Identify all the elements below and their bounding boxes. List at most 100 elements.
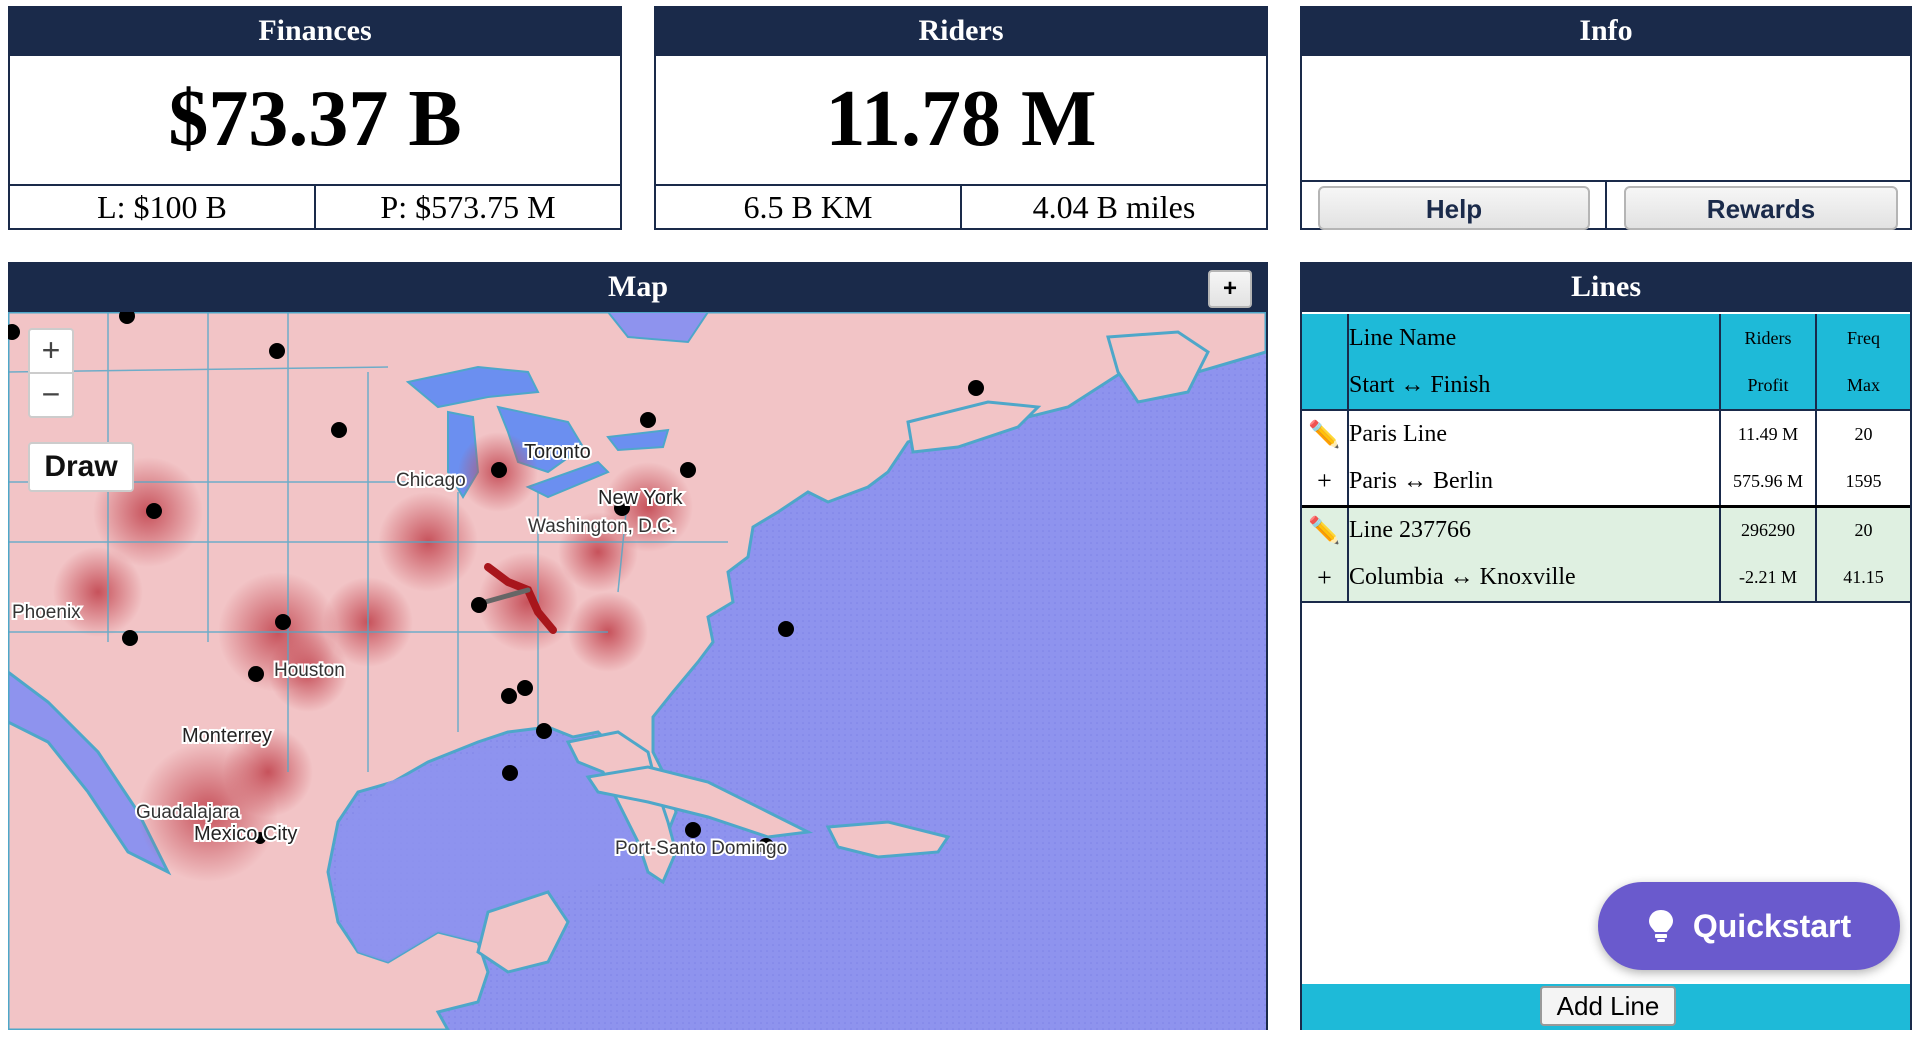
zoom-in-button[interactable]: + xyxy=(28,328,74,374)
land-newfoundland xyxy=(1106,330,1210,404)
gulf-of-california xyxy=(8,670,172,876)
riders-value: 11.78 M xyxy=(825,75,1097,163)
finances-panel: Finances $73.37 B L: $100 B P: $573.75 M xyxy=(8,6,622,230)
header-riders: Riders xyxy=(1719,314,1816,362)
lines-header-row: Line Name Riders Freq xyxy=(1302,314,1910,362)
gulf-fill xyxy=(338,742,648,962)
info-buttons-divider xyxy=(1605,180,1607,228)
label-houston: Houston xyxy=(274,660,345,681)
info-panel: Info Help Rewards xyxy=(1300,6,1912,230)
edit-line-icon[interactable]: ✏️ xyxy=(1302,410,1348,458)
draw-button[interactable]: Draw xyxy=(28,442,134,492)
riders-title: Riders xyxy=(656,8,1266,56)
distance-miles: 4.04 B miles xyxy=(960,186,1266,228)
label-mexico-city: Mexico City xyxy=(194,823,297,845)
lines-panel: Lines Line Name Riders Freq Start ↔ Fini… xyxy=(1300,262,1912,1030)
station-marker xyxy=(491,462,507,478)
table-row[interactable]: ✏️ Paris Line 11.49 M 20 xyxy=(1302,410,1910,458)
line-endpoints: Columbia ↔ Knoxville xyxy=(1347,554,1720,602)
header-start-finish: Start ↔ Finish xyxy=(1347,362,1720,410)
station-marker xyxy=(501,688,517,704)
info-title: Info xyxy=(1302,8,1910,56)
label-guadalajara: Guadalajara xyxy=(136,802,240,823)
line-freq: 20 xyxy=(1815,506,1910,554)
header-profit: Profit xyxy=(1719,362,1816,410)
lake-superior xyxy=(405,365,540,409)
station-marker xyxy=(517,680,533,696)
line-endpoints: Paris ↔ Berlin xyxy=(1347,458,1720,506)
map-title: Map xyxy=(10,264,1266,312)
station-marker xyxy=(471,597,487,613)
label-monterrey: Monterrey xyxy=(182,725,272,747)
station-marker xyxy=(685,822,701,838)
station-marker xyxy=(269,343,285,359)
land-nova-scotia xyxy=(906,400,1042,454)
expand-line-icon[interactable]: + xyxy=(1302,554,1348,602)
edit-line-icon[interactable]: ✏️ xyxy=(1302,506,1348,554)
finances-title: Finances xyxy=(10,8,620,56)
lake-erie xyxy=(525,460,610,499)
station-marker xyxy=(248,666,264,682)
finances-details: L: $100 B P: $573.75 M xyxy=(10,184,620,228)
map-svg: Toronto Chicago New York Washington, D.C… xyxy=(8,312,1266,1030)
zoom-out-button[interactable]: − xyxy=(28,372,74,418)
map-canvas[interactable]: Toronto Chicago New York Washington, D.C… xyxy=(8,312,1266,1030)
add-line-button[interactable]: Add Line xyxy=(1540,986,1676,1026)
label-phoenix: Phoenix xyxy=(12,602,81,623)
header-spacer xyxy=(1302,314,1348,362)
quickstart-button[interactable]: Quickstart xyxy=(1598,882,1900,970)
table-row[interactable]: + Paris ↔ Berlin 575.96 M 1595 xyxy=(1302,458,1910,506)
header-freq: Freq xyxy=(1815,314,1910,362)
station-marker xyxy=(968,380,984,396)
lines-title: Lines xyxy=(1302,264,1910,312)
table-row[interactable]: + Columbia ↔ Knoxville -2.21 M 41.15 xyxy=(1302,554,1910,602)
line-profit: 575.96 M xyxy=(1719,458,1816,506)
label-toronto: Toronto xyxy=(524,441,591,463)
stations xyxy=(8,312,984,854)
rewards-button[interactable]: Rewards xyxy=(1624,186,1898,230)
label-washington: Washington, D.C. xyxy=(528,516,676,537)
station-marker xyxy=(8,324,20,340)
header-max: Max xyxy=(1815,362,1910,410)
land-yucatan xyxy=(476,890,570,974)
header-spacer xyxy=(1302,362,1348,410)
help-button[interactable]: Help xyxy=(1318,186,1590,230)
lines-header-row-2: Start ↔ Finish Profit Max xyxy=(1302,362,1910,410)
riders-details: 6.5 B KM 4.04 B miles xyxy=(656,184,1266,228)
lake-ontario xyxy=(606,428,670,452)
route-branch xyxy=(475,587,531,607)
expand-map-button[interactable]: + xyxy=(1208,270,1252,308)
station-marker xyxy=(614,500,630,516)
profit-value: P: $573.75 M xyxy=(314,186,620,228)
station-marker xyxy=(254,832,266,844)
station-marker xyxy=(119,312,135,324)
line-profit: -2.21 M xyxy=(1719,554,1816,602)
station-marker xyxy=(778,621,794,637)
loan-value: L: $100 B xyxy=(97,189,227,225)
land-cuba xyxy=(585,765,814,839)
station-marker xyxy=(146,503,162,519)
line-riders: 11.49 M xyxy=(1719,410,1816,458)
line-name: Paris Line xyxy=(1347,410,1720,458)
station-marker xyxy=(275,614,291,630)
quickstart-label: Quickstart xyxy=(1692,907,1852,944)
line-riders: 296290 xyxy=(1719,506,1816,554)
table-row[interactable]: ✏️ Line 237766 296290 20 xyxy=(1302,506,1910,554)
line-name: Line 237766 xyxy=(1347,506,1720,554)
line-max: 41.15 xyxy=(1815,554,1910,602)
station-marker xyxy=(331,422,347,438)
station-marker xyxy=(122,630,138,646)
land-hispaniola xyxy=(825,820,951,859)
expand-line-icon[interactable]: + xyxy=(1302,458,1348,506)
station-marker xyxy=(536,723,552,739)
label-port-santo-domingo: Port-Santo Domingo xyxy=(615,838,787,859)
lightbulb-icon xyxy=(1648,910,1673,942)
state-borders xyxy=(8,312,728,772)
line-freq: 20 xyxy=(1815,410,1910,458)
land-north-america xyxy=(8,312,1266,1030)
hudson-bay xyxy=(606,312,710,344)
header-line-name: Line Name xyxy=(1347,314,1720,362)
riders-panel: Riders 11.78 M 6.5 B KM 4.04 B miles xyxy=(654,6,1268,230)
line-max: 1595 xyxy=(1815,458,1910,506)
lines-table: Line Name Riders Freq Start ↔ Finish Pro… xyxy=(1302,314,1910,603)
